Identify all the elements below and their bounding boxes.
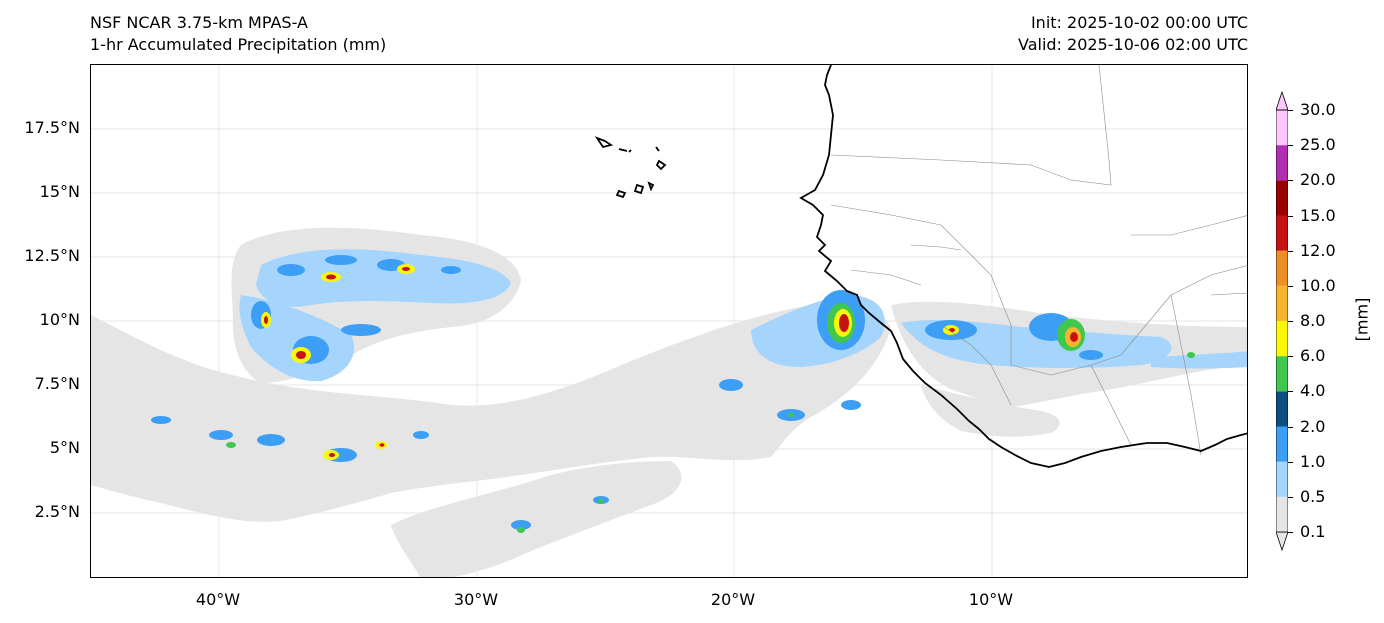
colorbar-units: [mm]: [1352, 297, 1372, 342]
colorbar-extend-max: [1276, 90, 1288, 111]
colorbar: [1276, 90, 1288, 552]
colorbar-tick-label: 1.0: [1300, 451, 1326, 471]
colorbar-tick-label: 2.0: [1300, 416, 1326, 436]
colorbar-segment: [1276, 250, 1288, 286]
lat-label-5: 5°N: [49, 438, 80, 457]
colorbar-segment: [1276, 215, 1288, 251]
colorbar-tick: [1288, 356, 1293, 358]
colorbar-tick-label: 0.1: [1300, 522, 1326, 541]
colorbar-tick: [1288, 532, 1293, 533]
map-canvas: [91, 65, 1247, 577]
colorbar-segment: [1276, 426, 1288, 462]
map-panel[interactable]: [90, 64, 1248, 578]
colorbar-segment: [1276, 356, 1288, 392]
lon-label-20w: 20°W: [710, 590, 756, 609]
lat-label-7-5: 7.5°N: [34, 374, 80, 393]
lat-label-2-5: 2.5°N: [34, 502, 80, 521]
colorbar-tick: [1288, 461, 1293, 463]
colorbar-tick-label: 8.0: [1300, 311, 1326, 330]
colorbar-segment: [1276, 110, 1288, 146]
title-left: NSF NCAR 3.75-km MPAS-A 1-hr Accumulated…: [90, 12, 386, 56]
colorbar-tick: [1288, 180, 1293, 182]
colorbar-segment: [1276, 391, 1288, 427]
colorbar-tick: [1288, 250, 1293, 252]
colorbar-segment: [1276, 321, 1288, 357]
country-borders: [830, 65, 1247, 456]
colorbar-tick-label: 6.0: [1300, 346, 1326, 366]
lon-label-30w: 30°W: [453, 590, 499, 609]
colorbar-tick: [1288, 391, 1293, 393]
colorbar-tick: [1288, 215, 1293, 217]
valid-time: Valid: 2025-10-06 02:00 UTC: [1017, 35, 1248, 54]
coastlines: [594, 65, 1247, 468]
colorbar-tick-label: 30.0: [1300, 100, 1336, 119]
colorbar-extend-min: [1276, 531, 1288, 552]
lat-label-10: 10°N: [39, 310, 80, 329]
colorbar-tick-label: 25.0: [1300, 135, 1336, 155]
colorbar-tick: [1288, 321, 1293, 322]
title-right: Init: 2025-10-02 00:00 UTC Valid: 2025-1…: [1018, 12, 1248, 56]
colorbar-tick-label: 20.0: [1300, 170, 1336, 190]
colorbar-tick-label: 15.0: [1300, 205, 1336, 225]
colorbar-segment: [1276, 145, 1288, 181]
colorbar-tick-label: 12.0: [1300, 240, 1336, 260]
model-name: NSF NCAR 3.75-km MPAS-A: [90, 13, 308, 32]
colorbar-segment: [1276, 496, 1288, 532]
colorbar-segment: [1276, 285, 1288, 321]
colorbar-segment: [1276, 461, 1288, 497]
lat-label-12-5: 12.5°N: [24, 246, 80, 265]
field-name: 1-hr Accumulated Precipitation (mm): [90, 35, 387, 54]
colorbar-tick: [1288, 285, 1293, 287]
lat-label-17-5: 17.5°N: [24, 118, 80, 137]
init-time: Init: 2025-10-02 00:00 UTC: [1030, 13, 1248, 32]
colorbar-tick-label: 4.0: [1300, 381, 1326, 401]
colorbar-frame: [1276, 109, 1288, 533]
precip-cores: [226, 264, 1195, 533]
lon-label-10w: 10°W: [968, 590, 1014, 609]
colorbar-tick: [1288, 145, 1293, 147]
lat-label-15: 15°N: [39, 182, 80, 201]
colorbar-tick: [1288, 426, 1293, 428]
lon-label-40w: 40°W: [195, 590, 241, 609]
colorbar-segment: [1276, 180, 1288, 216]
colorbar-tick-label: 0.5: [1300, 486, 1326, 506]
colorbar-tick: [1288, 496, 1293, 498]
colorbar-tick: [1288, 110, 1293, 111]
colorbar-tick-label: 10.0: [1300, 275, 1336, 295]
